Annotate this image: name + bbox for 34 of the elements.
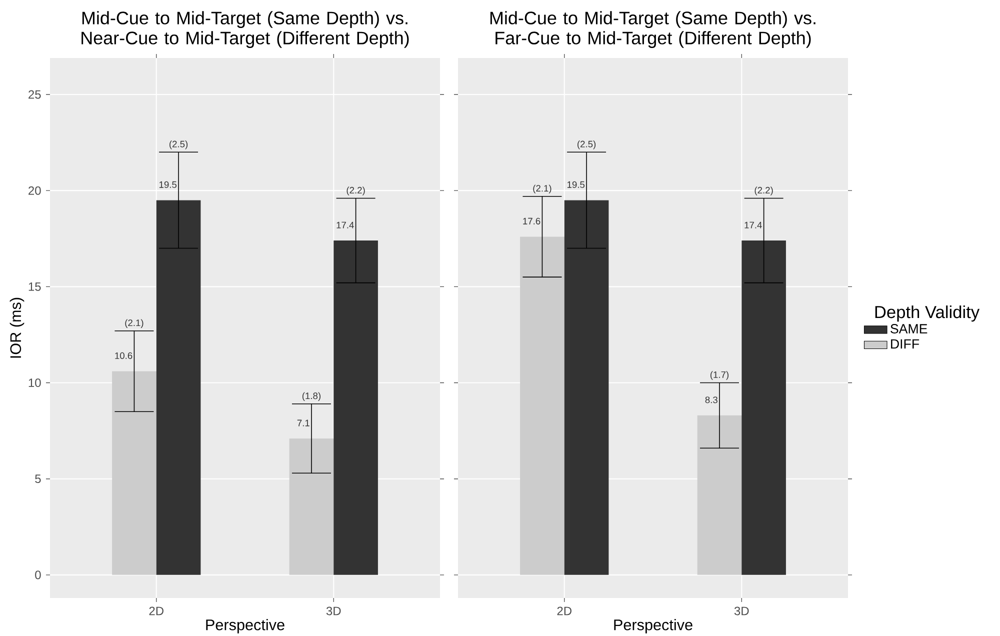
x-tick-label: 2D: [149, 606, 164, 616]
x-tick-label: 3D: [326, 606, 341, 616]
x-tick-label: 2D: [557, 606, 572, 616]
annotation: (1.7): [710, 371, 728, 380]
legend-label: DIFF: [891, 339, 920, 349]
annotation: (2.2): [754, 186, 773, 196]
x-axis-title: Perspective: [614, 619, 692, 634]
data-label: 19.5: [159, 181, 177, 188]
y-tick-label: 5: [35, 474, 41, 484]
chart-title: Mid-Cue to Mid-Target (Same Depth) vs. Far-Cue to Mid-Target (Different Depth): [490, 11, 816, 48]
y-tick-label: 10: [28, 378, 41, 388]
y-tick-label: 0: [35, 570, 41, 580]
annotation: (2.2): [346, 186, 365, 196]
data-label: 8.3: [705, 396, 718, 404]
data-label: 7.1: [297, 420, 310, 426]
x-axis-title: Perspective: [206, 619, 284, 634]
y-tick-label: 15: [28, 282, 41, 291]
annotation: (1.8): [302, 392, 320, 401]
x-tick-label: 3D: [734, 606, 749, 616]
legend-title: Depth Validity: [875, 305, 980, 322]
y-axis-title: IOR (ms): [10, 298, 24, 358]
annotation: (2.1): [533, 184, 552, 194]
data-label: 17.4: [744, 222, 762, 228]
legend-label: SAME: [890, 324, 928, 334]
data-label: 10.6: [115, 352, 132, 359]
annotation: (2.1): [125, 319, 144, 328]
data-label: 17.4: [336, 222, 354, 228]
data-label: 17.6: [523, 218, 540, 224]
chart-title: Mid-Cue to Mid-Target (Same Depth) vs. Near-Cue to Mid-Target (Different Depth): [82, 11, 409, 48]
annotation: (2.5): [578, 140, 596, 150]
y-tick-label: 25: [28, 90, 41, 99]
y-tick-label: 20: [28, 186, 41, 195]
annotation: (2.5): [170, 140, 188, 150]
data-label: 19.5: [567, 181, 585, 188]
